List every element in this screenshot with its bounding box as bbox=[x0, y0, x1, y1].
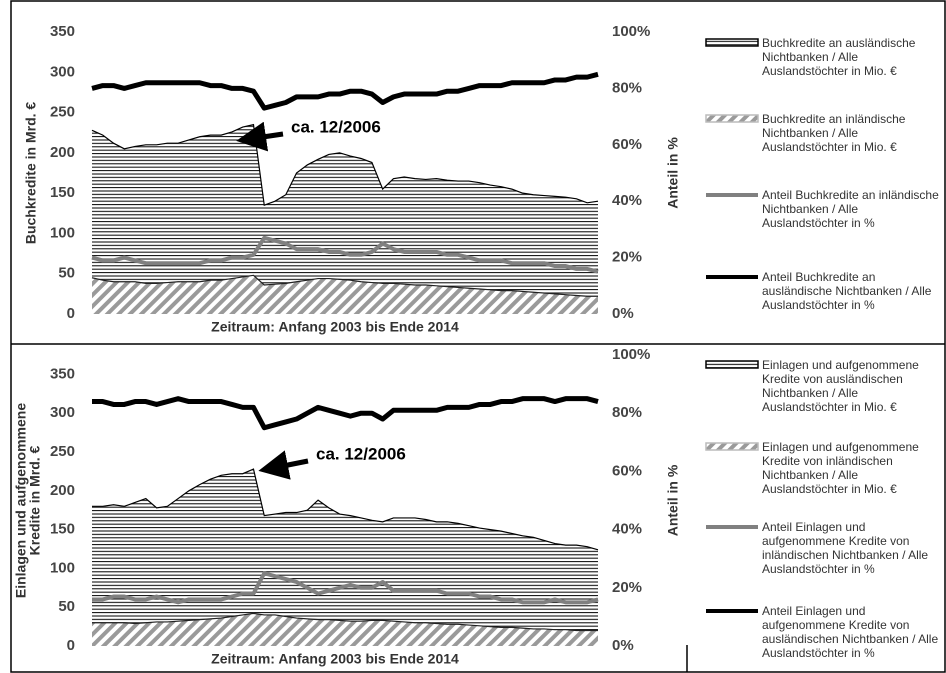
legend-swatch bbox=[705, 114, 759, 123]
legend-label: Anteil Einlagen und aufgenommene Kredite… bbox=[762, 520, 929, 576]
legend-swatch bbox=[705, 442, 759, 451]
area bbox=[92, 613, 598, 646]
y-tick-label: 0 bbox=[67, 305, 75, 322]
y-tick-label: 200 bbox=[50, 144, 75, 161]
legend-label: Einlagen und aufgenommene Kredite von in… bbox=[762, 440, 919, 496]
x-axis-label: Zeitraum: Anfang 2003 bis Ende 2014 bbox=[211, 651, 459, 667]
y-tick-label: 150 bbox=[50, 184, 75, 201]
legend-label: Anteil Buchkredite an inländische Nichtb… bbox=[762, 188, 939, 230]
area bbox=[92, 469, 598, 631]
area bbox=[92, 124, 598, 297]
y-axis-label: Kredite in Mrd. € bbox=[27, 445, 43, 555]
y-tick-label: 350 bbox=[50, 365, 75, 382]
area-outline bbox=[92, 468, 599, 551]
legend-swatch bbox=[705, 38, 759, 47]
y2-tick-label: 0% bbox=[612, 305, 634, 322]
area-outline bbox=[91, 274, 598, 297]
y-axis-label: Einlagen und aufgenommene bbox=[13, 403, 29, 598]
y-tick-label: 50 bbox=[58, 265, 75, 282]
y2-tick-label: 0% bbox=[612, 637, 634, 654]
y2-axis-label: Anteil in % bbox=[665, 137, 681, 209]
line bbox=[92, 396, 599, 431]
annotation: ca. 12/2006 bbox=[291, 117, 381, 136]
line bbox=[91, 235, 599, 274]
y-tick-label: 100 bbox=[50, 224, 75, 241]
area-outline bbox=[92, 612, 598, 632]
y2-tick-label: 20% bbox=[612, 579, 642, 596]
y2-tick-label: 60% bbox=[612, 136, 642, 153]
y-tick-label: 150 bbox=[50, 521, 75, 538]
y-tick-label: 350 bbox=[50, 23, 75, 40]
y2-tick-label: 40% bbox=[612, 521, 642, 538]
annotation-arrow bbox=[236, 121, 284, 152]
y2-tick-label: 80% bbox=[612, 404, 642, 421]
legend-swatch bbox=[705, 360, 759, 369]
x-axis-label: Zeitraum: Anfang 2003 bis Ende 2014 bbox=[211, 319, 459, 335]
y-tick-label: 200 bbox=[50, 482, 75, 499]
y-tick-label: 300 bbox=[50, 63, 75, 80]
y2-tick-label: 100% bbox=[612, 23, 650, 40]
y2-tick-label: 100% bbox=[612, 346, 650, 363]
annotation: ca. 12/2006 bbox=[316, 444, 406, 463]
y2-tick-label: 40% bbox=[612, 192, 642, 209]
line bbox=[92, 571, 599, 605]
y2-tick-label: 20% bbox=[612, 249, 642, 266]
y-tick-label: 100 bbox=[50, 559, 75, 576]
y2-tick-label: 60% bbox=[612, 462, 642, 479]
frame bbox=[10, 0, 946, 673]
line bbox=[91, 71, 599, 111]
y-tick-label: 0 bbox=[67, 637, 75, 654]
y2-axis-label: Anteil in % bbox=[665, 464, 681, 536]
y-tick-label: 50 bbox=[58, 598, 75, 615]
y-tick-label: 250 bbox=[50, 104, 75, 121]
area-outline bbox=[91, 123, 599, 207]
area bbox=[92, 275, 598, 314]
y2-tick-label: 80% bbox=[612, 79, 642, 96]
legend-label: Einlagen und aufgenommene Kredite von au… bbox=[762, 358, 919, 414]
legend-label: Anteil Buchkredite an ausländische Nicht… bbox=[762, 270, 932, 312]
y-tick-label: 300 bbox=[50, 404, 75, 421]
legend-label: Anteil Einlagen und aufgenommene Kredite… bbox=[762, 604, 939, 660]
legend-label: Buchkredite an ausländische Nichtbanken … bbox=[762, 36, 916, 78]
legend-label: Buchkredite an inländische Nichtbanken /… bbox=[762, 112, 906, 154]
y-tick-label: 250 bbox=[50, 443, 75, 460]
annotation-arrow bbox=[258, 450, 309, 480]
y-axis-label: Buchkredite in Mrd. € bbox=[23, 102, 39, 245]
